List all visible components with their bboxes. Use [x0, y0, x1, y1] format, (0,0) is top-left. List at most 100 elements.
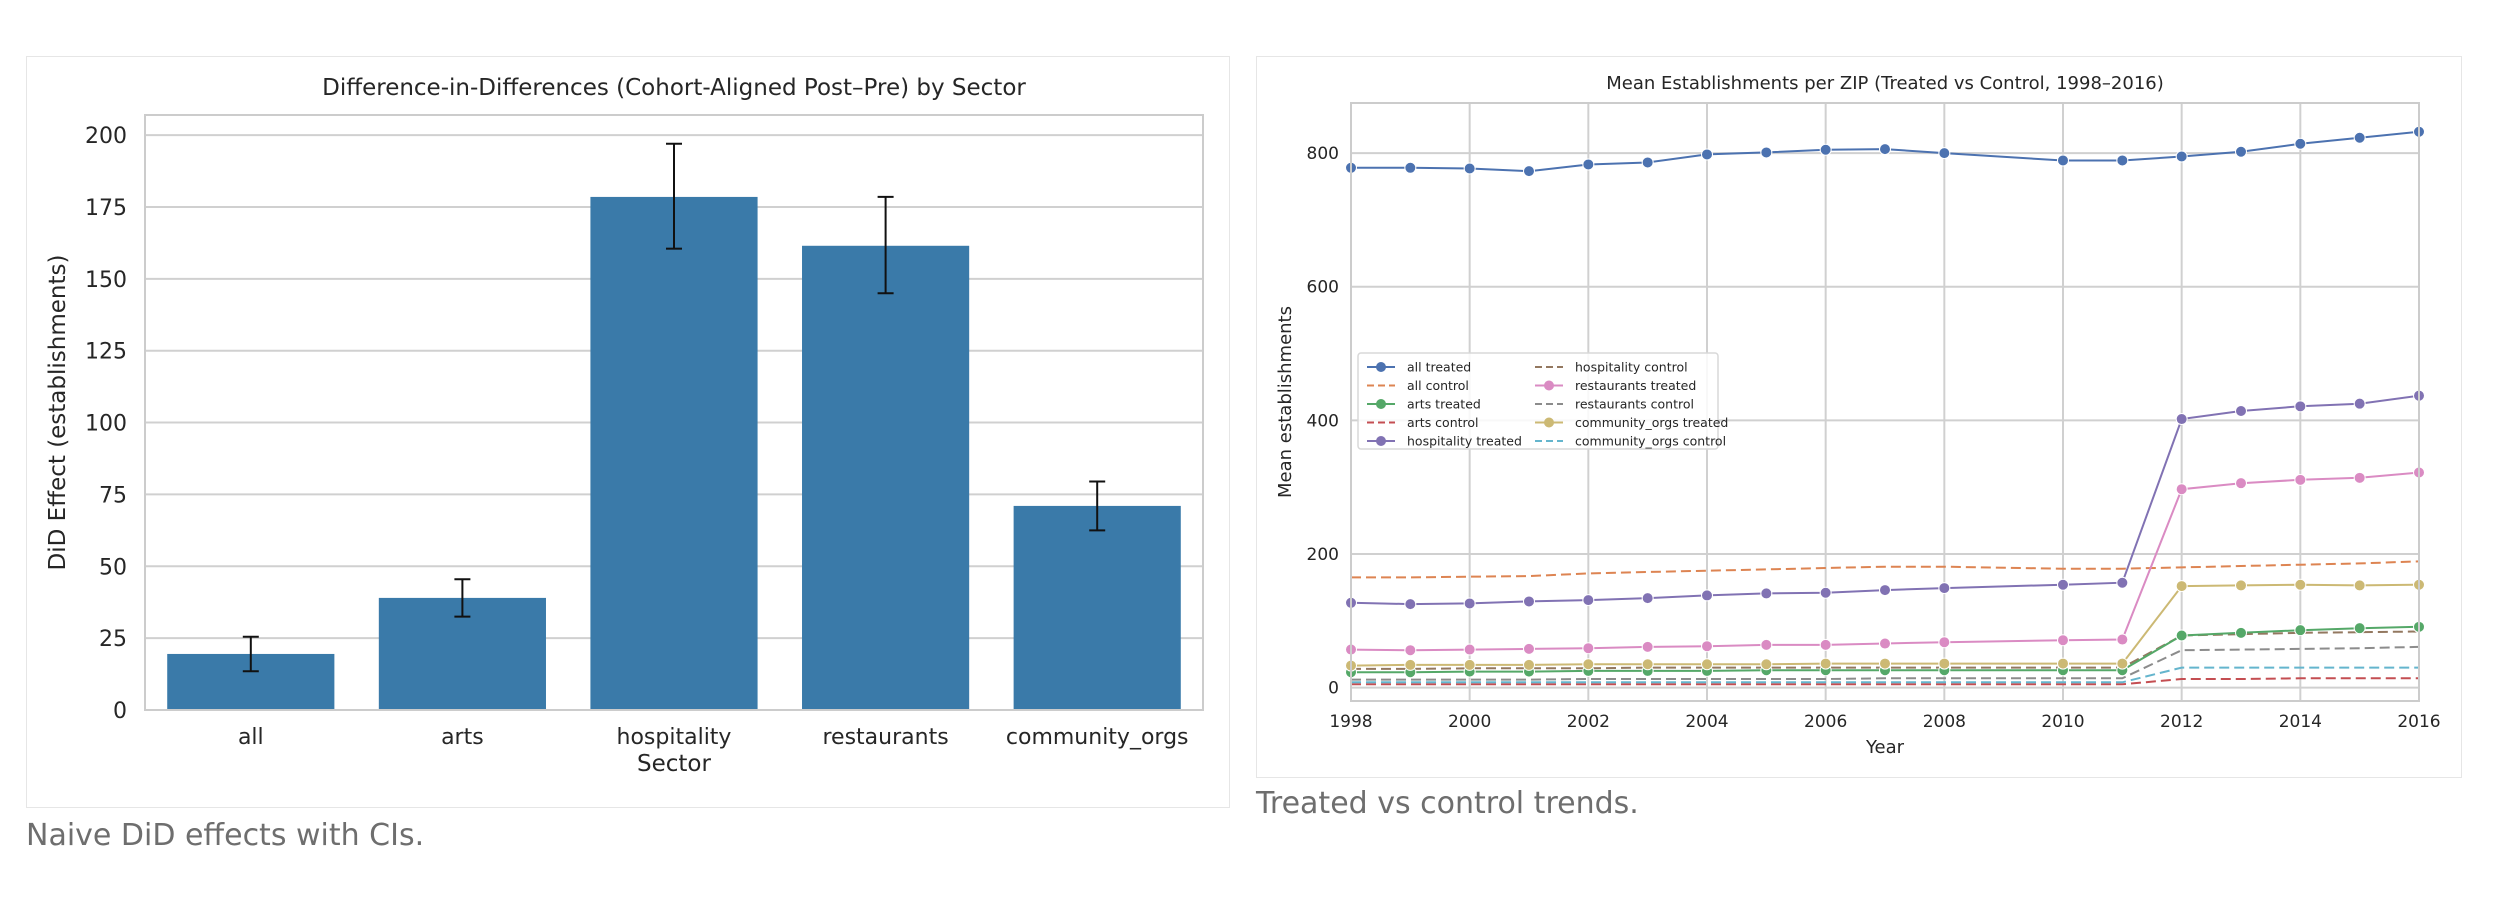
legend-marker-hospitality-treated: [1376, 436, 1386, 446]
legend-marker-arts-treated: [1376, 399, 1386, 409]
legend: all treated all control arts treated arts c…: [1357, 352, 1728, 450]
legend-marker-all-treated: [1376, 362, 1386, 372]
series-line-restaurants-control: [1351, 645, 2420, 681]
point-all-treated: [1879, 143, 1891, 156]
point-hospitality-treated: [1701, 589, 1713, 602]
trends-line-chart: 1998 2000 2002 2004 2006 2008 2010 2012 2014 2016…: [1275, 73, 2441, 758]
point-all-treated: [1938, 147, 1951, 160]
point-restaurants-treated: [2116, 633, 2129, 646]
line-chart-panel: 1998 2000 2002 2004 2006 2008 2010 2012 2014 2016…: [1256, 56, 2462, 778]
point-all-treated: [2175, 150, 2188, 163]
series-line-hospitality-control: [1351, 630, 2420, 670]
bar-hospitality: [590, 196, 758, 710]
y-tick-label: 25: [99, 627, 127, 652]
point-hospitality-treated: [1819, 586, 1832, 599]
point-community_orgs-treated: [1641, 658, 1654, 671]
y-tick-label: 75: [99, 483, 127, 508]
legend-marker-restaurants-treated: [1544, 380, 1554, 391]
y-tick-label: 50: [99, 555, 127, 580]
plot-frame: [144, 114, 1204, 711]
x-tick-label: 2000: [1448, 712, 1491, 732]
point-all-treated: [1819, 143, 1832, 156]
x-axis-label: Sector: [637, 751, 711, 777]
point-all-treated: [2057, 154, 2069, 167]
point-restaurants-treated: [1701, 640, 1713, 653]
y-tick-label: 0: [1328, 679, 1339, 699]
point-restaurants-treated: [1404, 644, 1417, 657]
x-tick-label: 2014: [2279, 712, 2322, 732]
x-tick-label: all: [238, 725, 264, 750]
y-tick-label: 0: [113, 699, 127, 724]
y-tick-label: 125: [85, 340, 127, 365]
point-arts-treated: [2235, 626, 2247, 639]
point-community_orgs-treated: [1463, 658, 1476, 671]
point-hospitality-treated: [2294, 400, 2307, 413]
point-hospitality-treated: [2116, 576, 2129, 589]
point-all-treated: [1463, 162, 1476, 175]
point-community_orgs-treated: [1404, 658, 1417, 671]
x-tick-label: restaurants: [823, 725, 949, 750]
point-all-treated: [2116, 154, 2129, 167]
y-tick-label: 150: [85, 268, 127, 293]
x-tick-label: arts: [441, 725, 484, 750]
point-restaurants-treated: [1879, 637, 1891, 650]
point-community_orgs-treated: [2353, 579, 2366, 592]
legend-entry: arts treated: [1407, 397, 1481, 412]
series-line-all-treated: [1351, 130, 2420, 173]
point-community_orgs-treated: [1760, 658, 1773, 671]
point-all-treated: [1701, 148, 1713, 161]
plot-frame: [1350, 102, 2420, 702]
point-restaurants-treated: [2353, 471, 2366, 484]
point-community_orgs-treated: [2175, 580, 2188, 593]
x-tick-label: community_orgs: [1006, 725, 1189, 750]
point-community_orgs-treated: [1938, 657, 1951, 670]
point-all-treated: [1760, 146, 1773, 159]
point-restaurants-treated: [1819, 638, 1832, 651]
legend-box: [1357, 352, 1719, 450]
point-restaurants-treated: [1463, 643, 1476, 656]
point-community_orgs-treated: [2294, 578, 2307, 591]
x-axis-label: Year: [1865, 737, 1905, 758]
y-tick-label: 200: [85, 124, 127, 149]
series-line-restaurants-treated: [1350, 471, 2420, 652]
point-hospitality-treated: [1404, 598, 1417, 611]
x-tick-label: 1998: [1329, 712, 1372, 732]
bar-chart-panel: 0 25 50 75 100 125 150 175 200 all arts hospitality…: [26, 56, 1230, 808]
y-tick-label: 200: [1307, 545, 1339, 565]
bar-restaurants: [802, 245, 970, 710]
point-hospitality-treated: [1760, 587, 1773, 600]
y-tick-label: 800: [1307, 144, 1339, 164]
point-all-treated: [2353, 131, 2366, 144]
point-restaurants-treated: [1760, 638, 1773, 651]
point-arts-treated: [2353, 622, 2366, 635]
y-tick-label: 600: [1307, 278, 1339, 298]
point-all-treated: [1523, 165, 1535, 178]
bar-community_orgs: [1013, 505, 1181, 710]
legend-entry: community_orgs treated: [1575, 415, 1728, 430]
x-tick-label: 2010: [2041, 712, 2084, 732]
legend-entry: restaurants treated: [1575, 378, 1696, 393]
x-tick-label: 2016: [2397, 712, 2440, 732]
point-community_orgs-treated: [2057, 657, 2069, 670]
point-hospitality-treated: [1523, 595, 1535, 608]
x-tick-label: hospitality: [617, 725, 732, 750]
legend-entry: all control: [1407, 378, 1469, 393]
point-all-treated: [2235, 145, 2247, 158]
did-bar-chart: 0 25 50 75 100 125 150 175 200 all arts hospitality…: [45, 75, 1204, 777]
point-all-treated: [1641, 156, 1654, 169]
chart-title: Mean Establishments per ZIP (Treated vs …: [1606, 73, 2164, 94]
line-chart-caption: Treated vs control trends.: [1256, 786, 1639, 821]
point-hospitality-treated: [2235, 405, 2247, 418]
point-hospitality-treated: [1463, 597, 1476, 610]
series-line-arts-treated: [1351, 625, 2420, 674]
series-line-community_orgs-treated: [1350, 583, 2420, 667]
series-line-all-control: [1351, 560, 2420, 579]
y-tick-label: 175: [85, 196, 127, 221]
point-hospitality-treated: [1641, 592, 1654, 605]
x-tick-label: 2008: [1923, 712, 1966, 732]
point-hospitality-treated: [2057, 578, 2069, 591]
point-restaurants-treated: [2057, 634, 2069, 647]
point-community_orgs-treated: [1701, 658, 1713, 671]
y-axis-label: Mean establishments: [1275, 306, 1296, 498]
legend-entry: hospitality control: [1575, 360, 1688, 375]
